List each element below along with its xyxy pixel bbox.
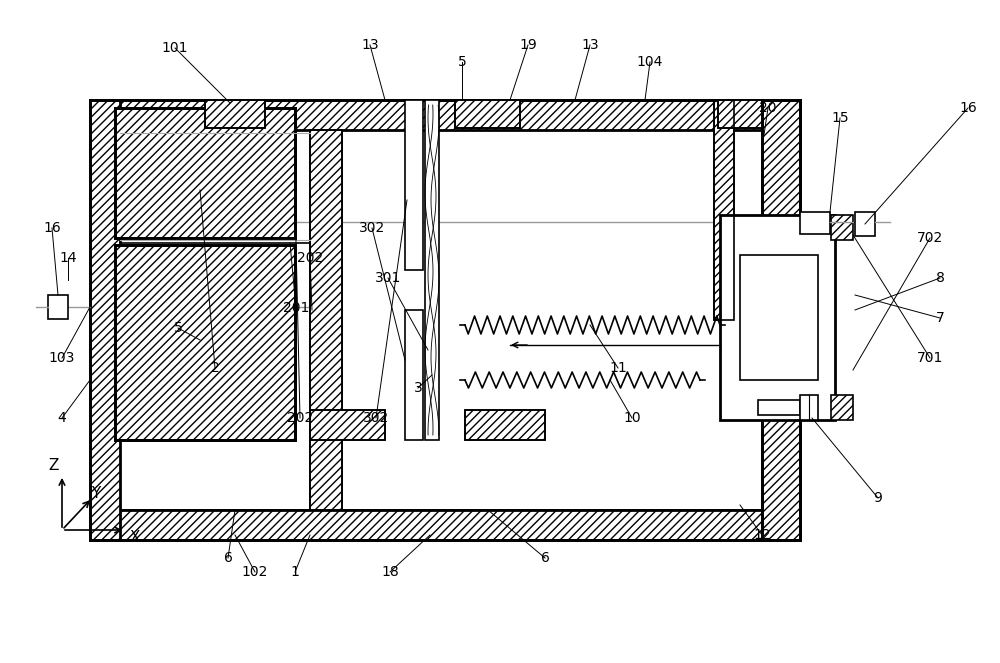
Bar xyxy=(115,245,295,440)
Text: 19: 19 xyxy=(519,38,537,52)
Bar xyxy=(720,215,835,420)
Text: 3: 3 xyxy=(414,381,422,395)
Text: 18: 18 xyxy=(381,565,399,579)
Text: Y: Y xyxy=(91,485,101,501)
Text: 101: 101 xyxy=(162,41,188,55)
Text: 5: 5 xyxy=(458,55,466,69)
Text: 701: 701 xyxy=(917,351,943,365)
Bar xyxy=(762,100,800,540)
Text: 104: 104 xyxy=(637,55,663,69)
Text: 12: 12 xyxy=(753,528,771,542)
Bar xyxy=(310,130,342,510)
Text: 302: 302 xyxy=(363,411,389,425)
Text: X: X xyxy=(130,530,140,546)
Text: Z: Z xyxy=(49,457,59,473)
Bar xyxy=(465,410,545,440)
Text: 7: 7 xyxy=(936,311,944,325)
Text: 103: 103 xyxy=(49,351,75,365)
Text: 10: 10 xyxy=(623,411,641,425)
Bar xyxy=(115,108,295,238)
Text: 5: 5 xyxy=(174,321,182,335)
Text: 1: 1 xyxy=(291,565,299,579)
Bar xyxy=(800,395,818,420)
Text: 202: 202 xyxy=(287,411,313,425)
Bar xyxy=(405,310,423,440)
Bar xyxy=(465,410,545,440)
Bar xyxy=(758,400,800,415)
Bar xyxy=(205,100,265,128)
Text: 702: 702 xyxy=(917,231,943,245)
Bar xyxy=(310,410,385,440)
Bar xyxy=(90,100,120,540)
Bar xyxy=(120,130,310,510)
Text: 102: 102 xyxy=(242,565,268,579)
Bar xyxy=(90,510,800,540)
Bar xyxy=(718,100,762,128)
Text: 15: 15 xyxy=(831,111,849,125)
Bar xyxy=(831,215,853,240)
Bar xyxy=(718,100,762,128)
Bar xyxy=(455,100,520,128)
Text: 4: 4 xyxy=(58,411,66,425)
Bar xyxy=(800,212,830,234)
Bar xyxy=(455,100,520,128)
Text: 201: 201 xyxy=(283,301,309,315)
Text: 9: 9 xyxy=(874,491,882,505)
Bar xyxy=(831,395,853,420)
Text: 16: 16 xyxy=(959,101,977,115)
Bar xyxy=(115,245,295,440)
Bar xyxy=(90,100,800,130)
Bar xyxy=(714,100,734,320)
Text: 202: 202 xyxy=(297,251,323,265)
Text: 8: 8 xyxy=(936,271,944,285)
Bar xyxy=(310,410,385,440)
Text: 13: 13 xyxy=(361,38,379,52)
Text: 6: 6 xyxy=(224,551,232,565)
Bar xyxy=(90,100,800,540)
Bar xyxy=(115,108,295,238)
Text: 2: 2 xyxy=(211,361,219,375)
Bar xyxy=(310,130,342,510)
Bar xyxy=(48,295,68,319)
Text: 16: 16 xyxy=(43,221,61,235)
Text: 11: 11 xyxy=(609,361,627,375)
Bar xyxy=(762,100,800,540)
Text: 13: 13 xyxy=(581,38,599,52)
Bar xyxy=(205,100,265,128)
Bar xyxy=(855,212,875,236)
Bar xyxy=(740,255,818,380)
Bar xyxy=(405,100,423,270)
Text: 14: 14 xyxy=(59,251,77,265)
Bar xyxy=(714,100,734,320)
Text: 302: 302 xyxy=(359,221,385,235)
Bar xyxy=(342,130,762,510)
Text: 20: 20 xyxy=(759,101,777,115)
Text: 6: 6 xyxy=(541,551,549,565)
Text: 301: 301 xyxy=(375,271,401,285)
Bar xyxy=(425,100,439,440)
